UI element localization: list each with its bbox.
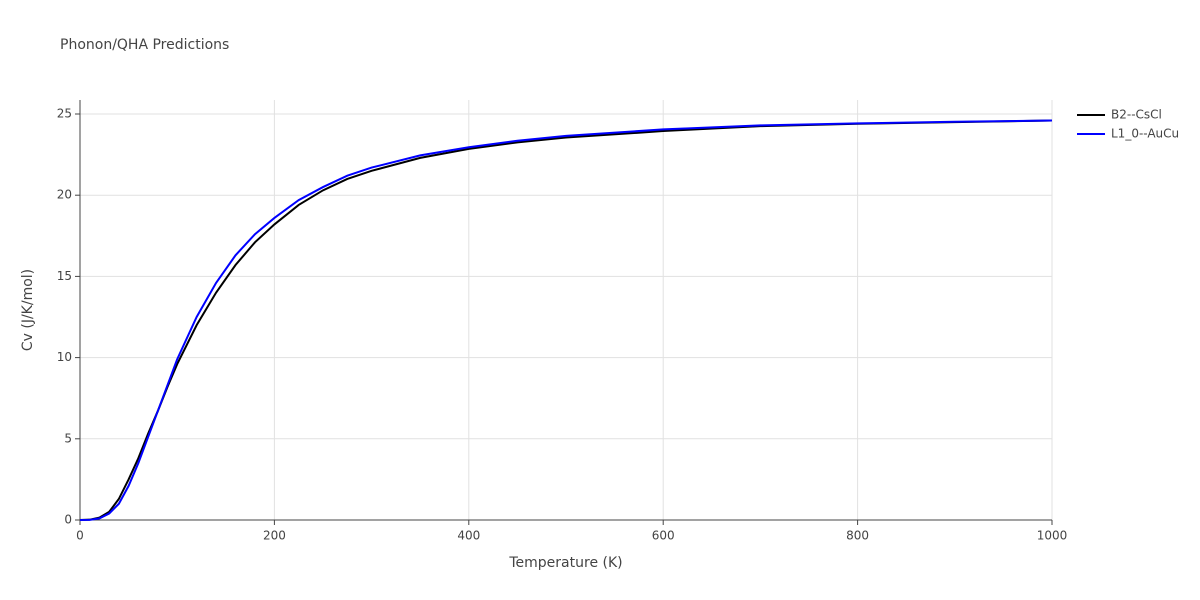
chart-title: Phonon/QHA Predictions xyxy=(60,37,229,53)
legend-label: L1_0--AuCu xyxy=(1111,127,1179,141)
series-line xyxy=(79,119,1053,521)
x-tick-label: 0 xyxy=(76,529,84,543)
x-tick-label: 600 xyxy=(652,529,675,543)
x-tick-label: 400 xyxy=(457,529,480,543)
series-line xyxy=(79,119,1053,521)
x-axis-title: Temperature (K) xyxy=(508,555,622,571)
x-tick-label: 1000 xyxy=(1037,529,1068,543)
y-tick-label: 5 xyxy=(64,431,72,445)
legend-label: B2--CsCl xyxy=(1111,108,1162,122)
y-tick-label: 20 xyxy=(57,188,72,202)
x-tick-label: 200 xyxy=(263,529,286,543)
x-tick-label: 800 xyxy=(846,529,869,543)
y-tick-label: 10 xyxy=(57,350,72,364)
y-tick-label: 15 xyxy=(57,269,72,283)
y-tick-label: 25 xyxy=(57,107,72,121)
y-axis-title: Cv (J/K/mol) xyxy=(20,269,36,351)
y-tick-label: 0 xyxy=(64,513,72,527)
